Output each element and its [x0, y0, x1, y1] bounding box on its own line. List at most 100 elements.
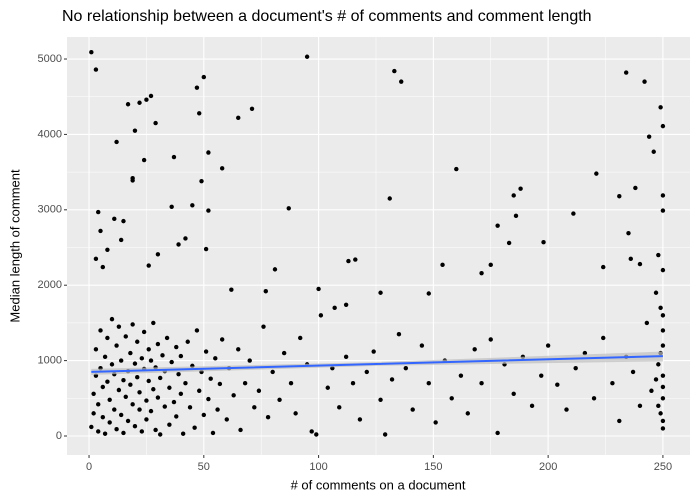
x-axis-title: # of comments on a document — [291, 477, 466, 492]
point — [511, 193, 516, 198]
point — [132, 423, 138, 429]
point — [495, 430, 500, 436]
point — [378, 290, 383, 295]
point — [353, 257, 358, 262]
point — [192, 425, 197, 430]
point — [288, 381, 294, 386]
point — [454, 166, 459, 172]
point — [201, 74, 207, 80]
point — [256, 388, 262, 393]
point — [332, 305, 337, 311]
point — [114, 139, 119, 145]
point — [194, 85, 200, 90]
point — [263, 289, 268, 294]
point — [141, 157, 147, 163]
point — [472, 347, 477, 352]
point — [637, 403, 643, 409]
x-tick-label: 100 — [309, 461, 327, 473]
point — [623, 70, 629, 75]
point — [93, 67, 99, 72]
point — [272, 267, 278, 272]
x-tick-label: 150 — [424, 461, 442, 473]
point — [249, 106, 255, 111]
point — [197, 111, 202, 116]
point — [346, 258, 351, 264]
point — [387, 196, 392, 201]
point — [601, 335, 606, 341]
point — [100, 264, 106, 270]
point — [270, 369, 275, 375]
point — [309, 429, 314, 434]
point — [187, 405, 193, 410]
point — [337, 405, 342, 410]
point — [98, 328, 103, 333]
point — [208, 376, 213, 381]
point — [153, 120, 158, 126]
point — [102, 431, 108, 436]
point — [137, 100, 142, 105]
point — [141, 329, 147, 335]
point — [125, 418, 131, 424]
point — [109, 362, 115, 367]
point — [130, 402, 135, 407]
plot-panel — [67, 37, 690, 455]
point — [210, 430, 216, 436]
point — [247, 358, 252, 363]
point — [392, 68, 397, 74]
point — [118, 412, 124, 418]
point — [171, 154, 177, 160]
point — [132, 361, 138, 366]
point — [206, 208, 211, 213]
point — [573, 365, 578, 371]
point — [116, 324, 122, 329]
point — [660, 328, 666, 333]
point — [151, 387, 156, 392]
point — [185, 339, 190, 344]
point — [458, 373, 464, 378]
point — [190, 203, 195, 208]
point — [236, 115, 241, 121]
point — [656, 252, 661, 258]
point — [128, 382, 133, 387]
point — [660, 396, 666, 401]
point — [617, 194, 622, 199]
point — [148, 408, 154, 414]
y-tick-label: 3000 — [38, 204, 62, 216]
point — [433, 420, 438, 425]
point — [144, 97, 149, 102]
point — [144, 398, 149, 403]
point — [96, 429, 101, 434]
point — [123, 394, 128, 399]
point — [261, 324, 266, 329]
point — [660, 313, 666, 318]
point — [318, 313, 324, 318]
point — [105, 247, 110, 252]
point — [197, 388, 202, 393]
point — [114, 343, 119, 348]
y-tick-label: 4000 — [38, 128, 62, 140]
point — [114, 427, 119, 432]
point — [649, 388, 654, 393]
point — [109, 316, 115, 322]
point — [167, 385, 172, 390]
point — [389, 377, 395, 382]
point — [304, 54, 310, 59]
chart-title: No relationship between a document's # o… — [62, 8, 592, 25]
y-axis-title: Median length of comment — [7, 169, 22, 323]
point — [157, 432, 163, 437]
x-tick-label: 250 — [654, 461, 672, 473]
point — [162, 404, 167, 409]
point — [118, 358, 124, 363]
point — [298, 335, 303, 341]
point — [128, 350, 133, 356]
point — [107, 397, 112, 403]
point — [169, 204, 174, 209]
point — [350, 381, 356, 386]
point — [252, 405, 257, 410]
point — [357, 417, 363, 422]
point — [660, 418, 666, 424]
point — [176, 371, 181, 377]
point — [176, 242, 181, 247]
point — [479, 381, 484, 386]
